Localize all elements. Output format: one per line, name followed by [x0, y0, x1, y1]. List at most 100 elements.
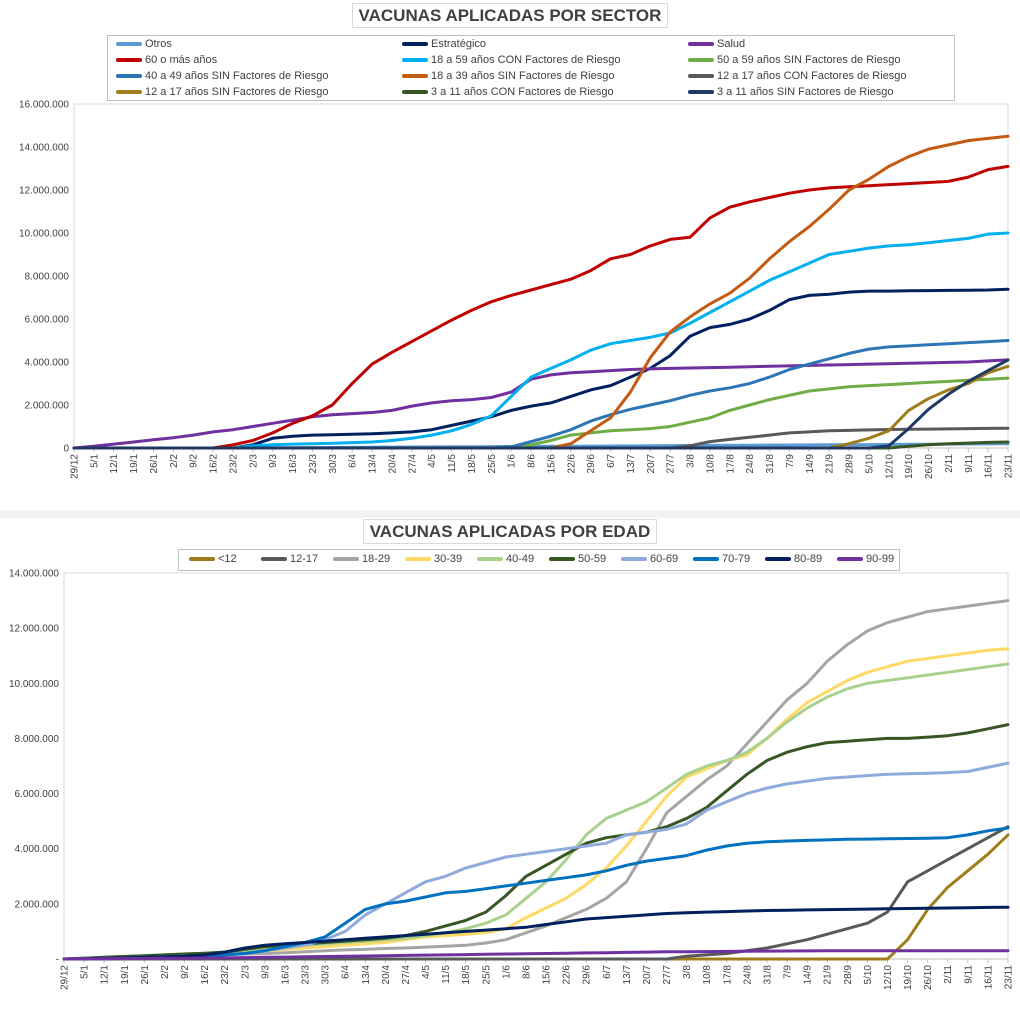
- x-tick-label: 3/8: [686, 454, 697, 468]
- legend-item-60-o-m-s-a-os-3: 60 o más años: [116, 53, 217, 67]
- chart-svg-edad: - 2.000.000 4.000.000 6.000.000 8.000.000 10.…: [9, 569, 1015, 991]
- x-tick-label: 5/1: [80, 965, 91, 979]
- y-tick-label: 2.000.000: [15, 899, 60, 910]
- y-tick-label: 12.000.000: [9, 624, 59, 635]
- legend-swatch: [688, 74, 714, 79]
- y-tick-label: 8.000.000: [15, 734, 60, 745]
- legend-label: 40 a 49 años SIN Factores de Riesgo: [145, 70, 329, 82]
- legend-label: 18-29: [362, 553, 391, 565]
- x-tick-label: 31/8: [765, 454, 776, 474]
- x-tick-label: 23/3: [308, 454, 319, 474]
- x-tick-label: 3/8: [682, 965, 693, 979]
- x-tick-label: 2/2: [160, 965, 171, 979]
- x-tick-label: 13/4: [368, 454, 379, 474]
- x-tick-label: 23/2: [220, 965, 231, 985]
- legend-item-40-49-4: 40-49: [477, 552, 534, 566]
- x-tick-label: 8/6: [527, 454, 538, 468]
- x-tick-label: 16/11: [984, 454, 995, 479]
- y-tick-label: 14.000.000: [9, 569, 59, 580]
- legend-label: 90-99: [866, 553, 895, 565]
- x-tick-label: 4/5: [427, 454, 438, 468]
- legend-swatch: [402, 42, 428, 47]
- y-tick-label: 4.000.000: [15, 844, 60, 855]
- x-tick-label: 9/2: [180, 965, 191, 979]
- legend-swatch: [116, 42, 142, 47]
- x-tick-label: 29/6: [586, 454, 597, 474]
- legend-label: 60-69: [650, 553, 679, 565]
- legend-swatch: [189, 557, 215, 562]
- legend-label: 70-79: [722, 553, 751, 565]
- legend-item-50-59-5: 50-59: [549, 552, 606, 566]
- x-tick-label: 11/5: [447, 454, 458, 473]
- legend-label: 40-49: [506, 553, 535, 565]
- x-tick-label: 19/1: [120, 965, 131, 985]
- legend-item-12-a-17-a-os-con-factores-de-riesgo-8: 12 a 17 años CON Factores de Riesgo: [688, 69, 907, 83]
- legend-swatch: [477, 557, 503, 562]
- legend-label: 3 a 11 años SIN Factores de Riesgo: [717, 86, 894, 98]
- x-tick-label: 9/11: [964, 454, 975, 473]
- legend-item-salud-2: Salud: [688, 37, 745, 51]
- x-tick-label: 26/10: [923, 965, 934, 990]
- x-tick-label: 9/3: [260, 965, 271, 979]
- x-tick-label: 14/9: [805, 454, 816, 474]
- x-tick-label: 12/1: [109, 454, 120, 474]
- legend-item-3-a-11-a-os-sin-factores-de-riesgo-11: 3 a 11 años SIN Factores de Riesgo: [688, 85, 894, 99]
- chart-title-edad: VACUNAS APLICADAS POR EDAD: [0, 519, 1020, 544]
- legend-item-90-99-9: 90-99: [837, 552, 894, 566]
- legend-label: 18 a 39 años SIN Factores de Riesgo: [431, 70, 615, 82]
- legend-swatch: [765, 557, 791, 562]
- x-tick-label: 27/4: [401, 965, 412, 985]
- legend-label: Otros: [145, 38, 172, 50]
- legend-label: 50 a 59 años SIN Factores de Riesgo: [717, 54, 901, 66]
- legend-label: Estratégico: [431, 38, 487, 50]
- x-tick-label: 16/2: [209, 454, 220, 474]
- x-tick-label: 21/9: [823, 965, 834, 985]
- y-tick-label: 12.000.000: [19, 186, 69, 197]
- legend-label: <12: [218, 553, 237, 565]
- x-tick-label: 12/10: [883, 965, 894, 990]
- y-tick-label: 6.000.000: [15, 789, 60, 800]
- x-tick-label: 4/5: [421, 965, 432, 979]
- x-tick-label: 5/10: [863, 965, 874, 985]
- x-tick-label: 11/5: [441, 965, 452, 984]
- legend-item-12-0: <12: [189, 552, 237, 566]
- x-tick-label: 2/2: [169, 454, 180, 468]
- x-tick-label: 29/6: [582, 965, 593, 985]
- legend-swatch: [688, 90, 714, 95]
- y-tick-label: 6.000.000: [25, 315, 70, 326]
- x-tick-label: 16/11: [983, 965, 994, 990]
- legend-item-50-a-59-a-os-sin-factores-de-riesgo-5: 50 a 59 años SIN Factores de Riesgo: [688, 53, 900, 67]
- x-tick-label: 29/12: [60, 965, 71, 990]
- x-tick-label: 22/6: [562, 965, 573, 985]
- x-tick-label: 19/10: [903, 965, 914, 990]
- legend-label: 12 a 17 años SIN Factores de Riesgo: [145, 86, 329, 98]
- x-tick-label: 16/3: [288, 454, 299, 474]
- legend-label: 80-89: [794, 553, 823, 565]
- legend-item-18-a-39-a-os-sin-factores-de-riesgo-7: 18 a 39 años SIN Factores de Riesgo: [402, 69, 614, 83]
- y-tick-label: 2.000.000: [25, 401, 70, 412]
- chart-panel-sector: VACUNAS APLICADAS POR SECTOR 0 2.000.000 4…: [0, 0, 1020, 510]
- x-tick-label: 22/6: [566, 454, 577, 474]
- series-line-salud-2: [72, 358, 1010, 450]
- y-tick-label: 14.000.000: [19, 143, 69, 154]
- legend-item-18-a-59-a-os-con-factores-de-riesgo-4: 18 a 59 años CON Factores de Riesgo: [402, 53, 621, 67]
- x-tick-label: 10/8: [702, 965, 713, 985]
- plot-area: [63, 572, 1009, 960]
- x-tick-label: 30/3: [328, 454, 339, 474]
- legend-swatch: [116, 58, 142, 63]
- legend-item-30-39-3: 30-39: [405, 552, 462, 566]
- chart-svg-sector: 0 2.000.000 4.000.000 6.000.000 8.000.000 10.…: [19, 100, 1015, 480]
- x-tick-label: 20/4: [387, 454, 398, 474]
- x-tick-label: 15/6: [546, 454, 557, 474]
- x-tick-label: 19/1: [129, 454, 140, 474]
- chart-title-sector-text: VACUNAS APLICADAS POR SECTOR: [351, 3, 669, 28]
- legend-swatch: [688, 42, 714, 47]
- legend-label: 18 a 59 años CON Factores de Riesgo: [431, 54, 621, 66]
- x-tick-label: 20/7: [642, 965, 653, 985]
- legend-item-estrat-gico-1: Estratégico: [402, 37, 486, 51]
- legend-swatch: [116, 74, 142, 79]
- x-tick-label: 28/9: [843, 965, 854, 985]
- x-tick-label: 19/10: [904, 454, 915, 479]
- legend-item-80-89-8: 80-89: [765, 552, 822, 566]
- x-tick-label: 25/5: [481, 965, 492, 985]
